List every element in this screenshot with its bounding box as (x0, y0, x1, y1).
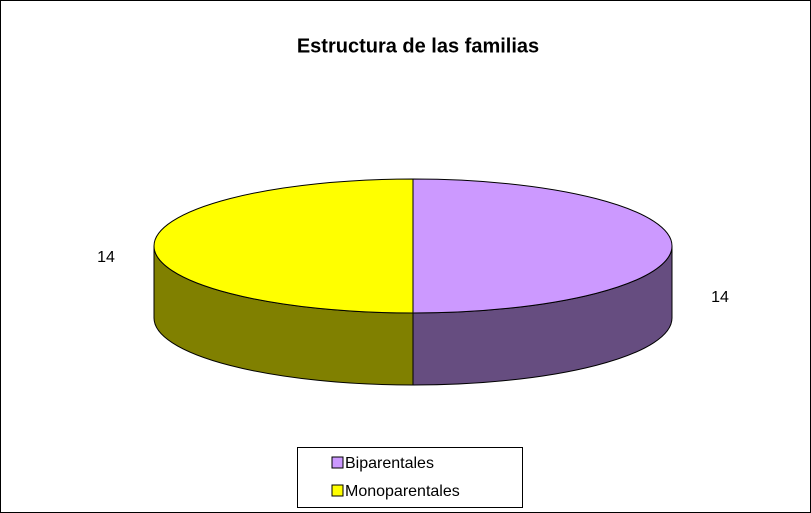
data-label: 14 (711, 289, 729, 306)
slice (153, 178, 414, 314)
data-label: 14 (97, 249, 115, 266)
legend-swatch (331, 484, 344, 497)
slice (412, 178, 673, 314)
chart-title: Estructura de las familias (297, 35, 539, 57)
legend-swatch (331, 456, 344, 469)
legend-label: Monoparentales (345, 483, 460, 500)
legend-label: Biparentales (345, 455, 434, 472)
